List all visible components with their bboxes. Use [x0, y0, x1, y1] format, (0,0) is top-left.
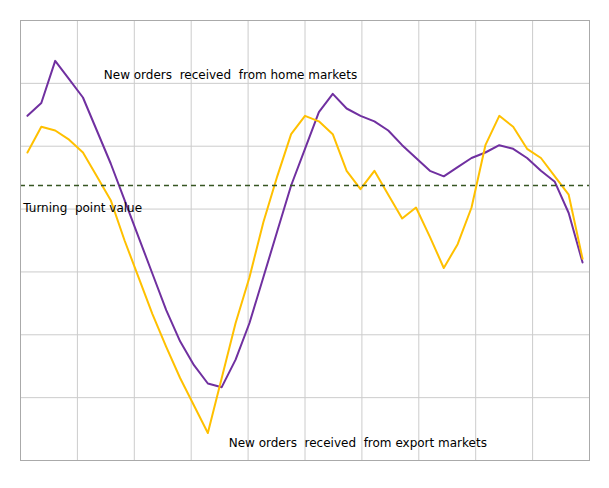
svg-text:New orders received from exp: New orders received from export markets — [229, 436, 487, 450]
svg-text:New orders received from hom: New orders received from home markets — [104, 68, 357, 82]
svg-text:Turning point value: Turning point value — [22, 201, 142, 215]
